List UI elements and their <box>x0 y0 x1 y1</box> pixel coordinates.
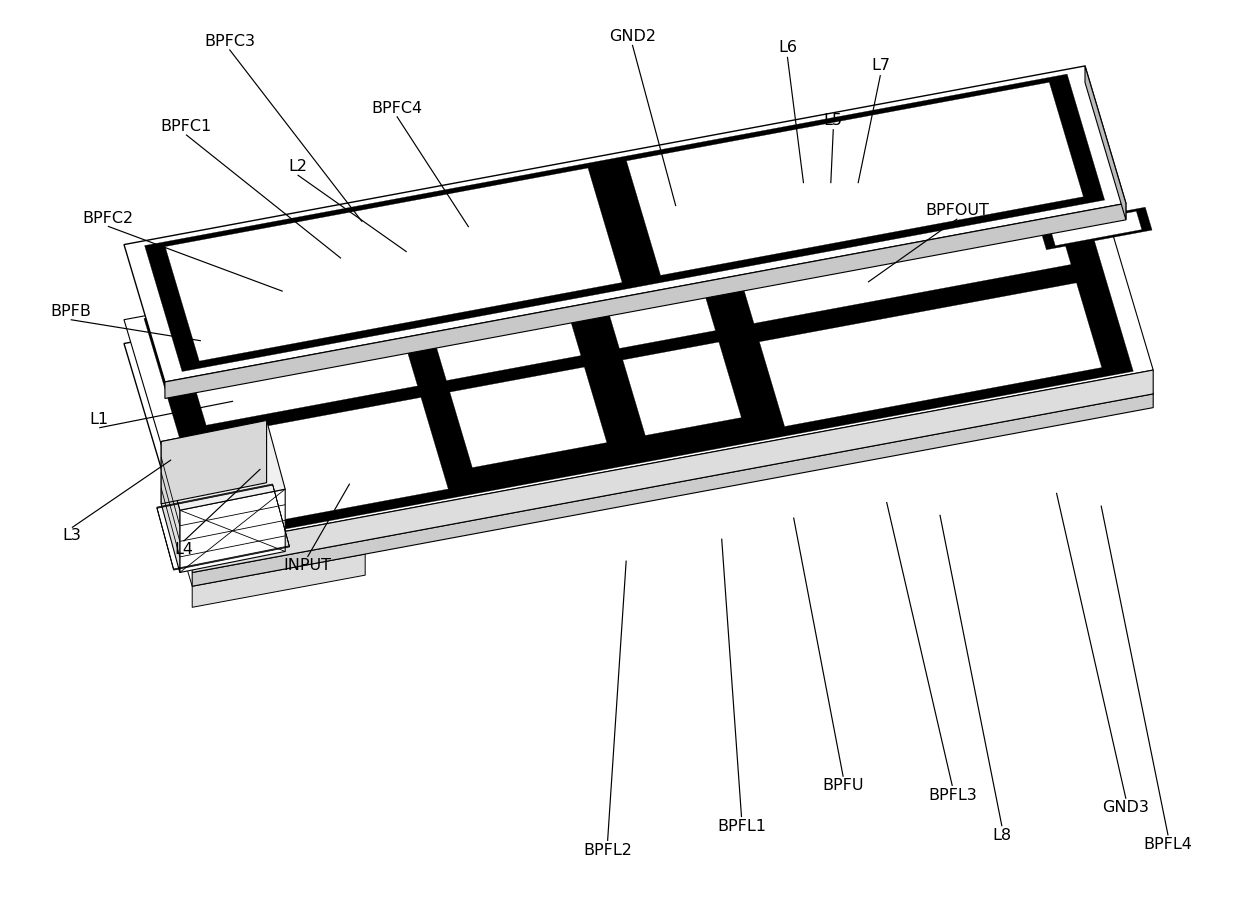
Text: INPUT: INPUT <box>284 558 331 572</box>
Polygon shape <box>1085 66 1126 220</box>
Polygon shape <box>144 147 1133 543</box>
Polygon shape <box>161 442 180 572</box>
Polygon shape <box>124 165 1153 572</box>
Text: BPFL2: BPFL2 <box>583 843 632 857</box>
Polygon shape <box>594 244 715 348</box>
Text: BPFL1: BPFL1 <box>717 819 766 834</box>
Text: L4: L4 <box>174 542 193 557</box>
Polygon shape <box>492 351 699 437</box>
Text: L3: L3 <box>62 529 82 543</box>
Polygon shape <box>165 203 1126 398</box>
Text: BPFOUT: BPFOUT <box>925 203 990 218</box>
Text: GND2: GND2 <box>609 29 656 44</box>
Polygon shape <box>196 336 441 429</box>
Text: L1: L1 <box>89 412 109 427</box>
Polygon shape <box>704 190 1058 340</box>
Polygon shape <box>192 394 1153 586</box>
Polygon shape <box>622 342 742 435</box>
Polygon shape <box>177 504 365 586</box>
Polygon shape <box>124 141 1153 549</box>
Text: BPFL4: BPFL4 <box>1143 837 1193 852</box>
Polygon shape <box>165 168 622 361</box>
Polygon shape <box>192 370 1153 572</box>
Polygon shape <box>180 489 285 572</box>
Polygon shape <box>510 410 717 496</box>
Polygon shape <box>474 291 681 377</box>
Polygon shape <box>154 175 1123 562</box>
Text: L5: L5 <box>823 114 843 128</box>
Text: BPFU: BPFU <box>822 779 864 793</box>
Text: L2: L2 <box>288 159 308 174</box>
Polygon shape <box>161 420 285 510</box>
Polygon shape <box>231 454 476 548</box>
Text: L6: L6 <box>777 40 797 55</box>
Polygon shape <box>192 554 365 607</box>
Polygon shape <box>759 283 1101 427</box>
Text: BPFC2: BPFC2 <box>82 211 134 225</box>
Polygon shape <box>161 420 267 504</box>
Polygon shape <box>1039 207 1152 250</box>
Text: BPFC1: BPFC1 <box>160 119 212 134</box>
Text: BPFC3: BPFC3 <box>203 34 255 49</box>
Polygon shape <box>738 301 1091 452</box>
Polygon shape <box>626 82 1084 276</box>
Polygon shape <box>124 66 1126 382</box>
Text: L8: L8 <box>992 828 1012 843</box>
Polygon shape <box>450 367 606 467</box>
Polygon shape <box>145 74 1105 372</box>
Polygon shape <box>213 396 459 488</box>
Text: BPFC4: BPFC4 <box>371 101 423 115</box>
Text: BPFB: BPFB <box>51 304 91 319</box>
Polygon shape <box>420 268 580 381</box>
Text: GND3: GND3 <box>1102 801 1149 815</box>
Polygon shape <box>210 398 449 529</box>
Polygon shape <box>1050 212 1142 245</box>
Polygon shape <box>723 161 1071 323</box>
Polygon shape <box>176 283 418 425</box>
Text: BPFL3: BPFL3 <box>928 788 977 802</box>
Text: L7: L7 <box>870 59 890 73</box>
